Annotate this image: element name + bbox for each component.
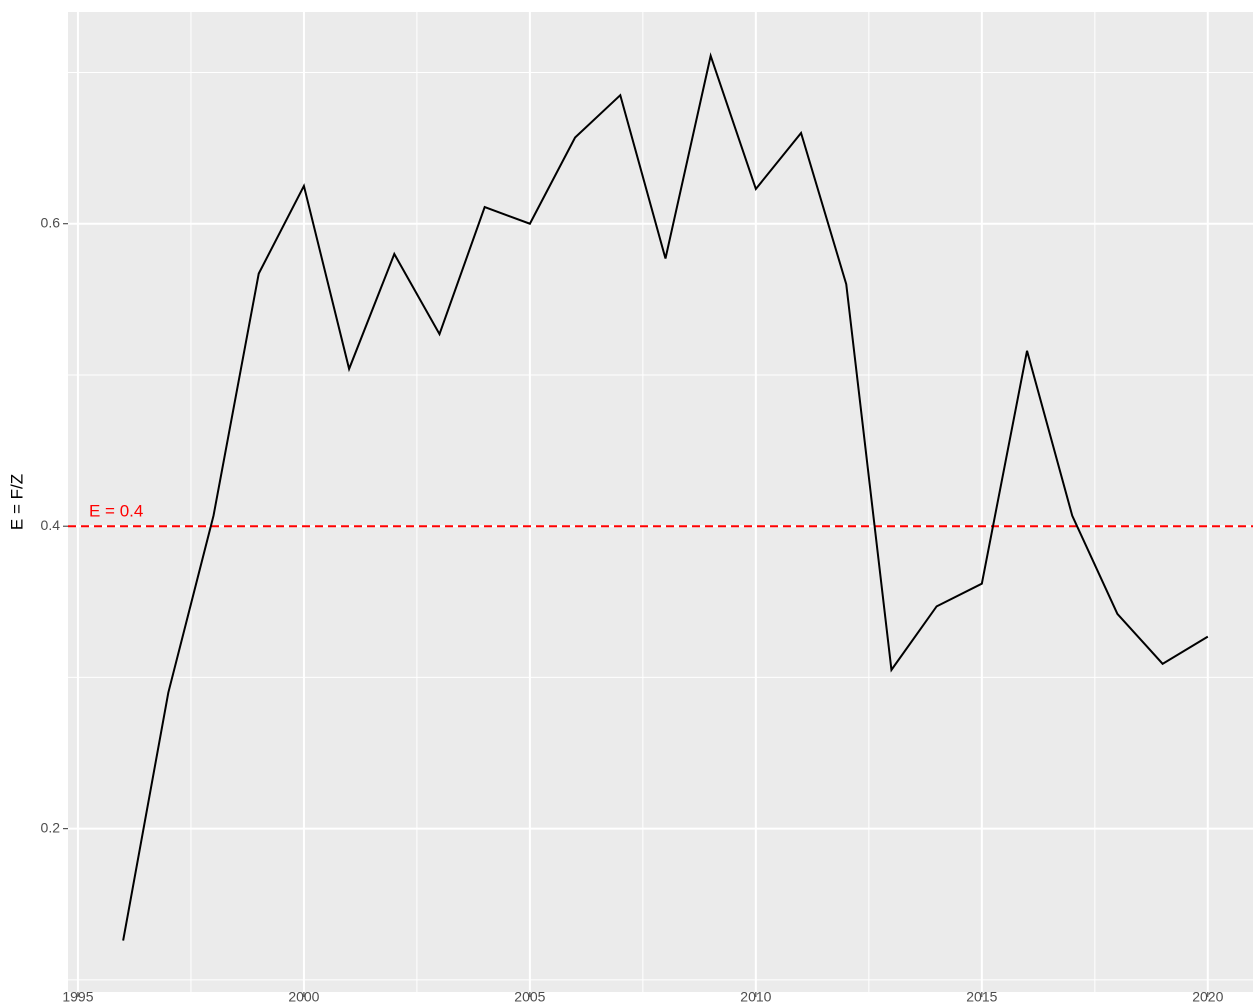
reference-label: E = 0.4 [89,502,143,521]
y-tick-label: 0.2 [41,819,61,835]
line-series [122,52,1209,941]
x-tick-label: 2005 [514,989,545,1005]
x-tick-label: 2015 [966,989,997,1005]
y-axis-title: E = F/Z [7,474,26,530]
y-tick-label: 0.4 [41,517,61,533]
y-tick-label: 0.6 [41,214,61,230]
x-tick-label: 1995 [62,989,93,1005]
x-tick-label: 2020 [1192,989,1223,1005]
panel [68,12,1253,992]
x-tick-label: 2000 [288,989,319,1005]
x-tick-label: 2010 [740,989,771,1005]
